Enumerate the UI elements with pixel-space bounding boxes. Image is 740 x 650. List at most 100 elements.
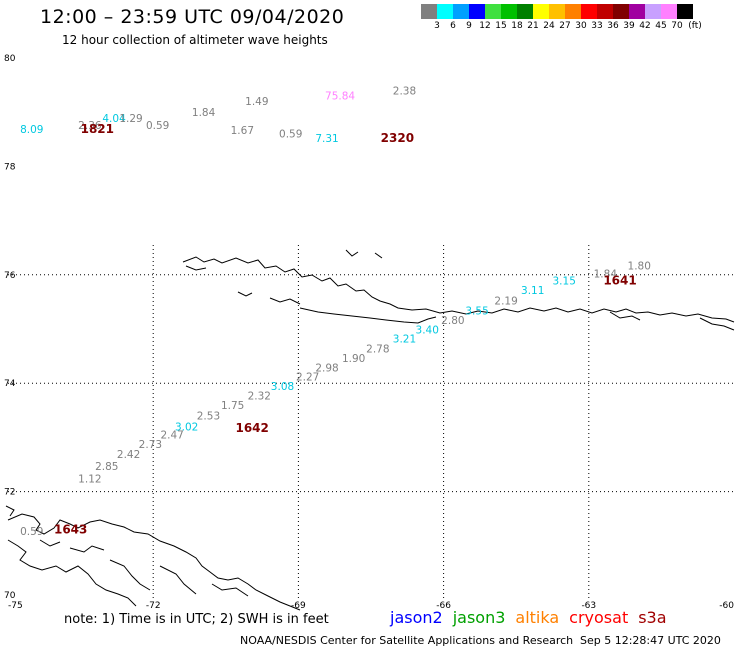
legend-label: 9 [466, 21, 472, 31]
wave-height-label: 1.80 [628, 260, 651, 272]
legend-swatch [581, 4, 597, 19]
wave-height-label: 2.19 [494, 296, 517, 308]
wave-height-label: 0.59 [279, 129, 302, 141]
legend-swatch [501, 4, 517, 19]
wave-height-label: 3.11 [521, 285, 544, 297]
wave-height-label: 1.90 [342, 353, 365, 365]
legend-label: 6 [450, 21, 456, 31]
wave-height-label: 2.78 [366, 343, 389, 355]
latitude-tick-label: 70 [4, 591, 16, 601]
satellite-legend-item: altika [515, 608, 560, 627]
pass-time-label: 1641 [603, 274, 636, 288]
greenland-coastline-lower [299, 307, 437, 324]
units-note: note: 1) Time is in UTC; 2) SWH is in fe… [64, 612, 329, 627]
legend-label: 18 [511, 21, 523, 31]
map-title: 12:00 – 23:59 UTC 09/04/2020 [40, 6, 345, 28]
legend-swatch [565, 4, 581, 19]
generation-timestamp: Sep 5 12:28:47 UTC 2020 [580, 634, 721, 647]
wave-height-readings: 8.09 4.042.36 1.29 0.59 1.84 1.67 1.49 0.59 75.8… [20, 85, 651, 538]
legend-label: 12 [479, 21, 491, 31]
latitude-tick-label: 74 [4, 379, 16, 389]
legend-swatch [597, 4, 613, 19]
legend-swatch [549, 4, 565, 19]
wave-height-label: 1.84 [192, 107, 216, 119]
legend-swatch [645, 4, 661, 19]
longitude-tick-label: -69 [291, 601, 306, 611]
legend-label: 30 [575, 21, 587, 31]
longitude-tick-label: -63 [581, 601, 596, 611]
longitude-tick-label: -66 [436, 601, 451, 611]
latitude-tick-label: 78 [4, 162, 16, 172]
legend-swatch [453, 4, 469, 19]
wave-height-label: 0.59 [20, 526, 43, 538]
baffin-island-coastline [7, 513, 301, 611]
wave-height-color-legend: 3 6 9 12 15 18 21 24 27 30 33 36 39 42 45 70 (ft) [421, 4, 702, 35]
wave-height-label: 1.84 [594, 269, 618, 281]
wave-height-label: 2.38 [393, 85, 416, 97]
coastlines [5, 249, 735, 611]
legend-swatch [613, 4, 629, 19]
legend-swatch [421, 4, 437, 19]
longitude-tick-label: -72 [146, 601, 161, 611]
satellite-legend-item: jason3 [452, 608, 506, 627]
wave-height-label: 2.36 [78, 120, 102, 132]
wave-height-label: 2.32 [248, 390, 271, 402]
satellite-legend-item: cryosat [569, 608, 629, 627]
wave-height-label: 1.12 [78, 473, 101, 485]
wave-height-label: 2.80 [441, 315, 464, 327]
legend-label: 45 [655, 21, 667, 31]
wave-height-label: 1.49 [245, 96, 268, 108]
wave-height-label: 4.04 [102, 113, 126, 125]
satellite-legend-item: jason2 [390, 608, 443, 627]
wave-height-label: 2.98 [315, 362, 338, 374]
axis-tick-labels: -75 -72 -69 -66 -63 -60 80 78 76 74 72 70 [4, 54, 734, 611]
wave-height-label: 3.21 [393, 334, 416, 346]
wave-height-label: 2.42 [117, 449, 140, 461]
legend-swatch [677, 4, 693, 19]
legend-swatch [469, 4, 485, 19]
legend-swatch [629, 4, 645, 19]
wave-height-label: 3.55 [465, 305, 488, 317]
legend-swatches [421, 4, 693, 19]
wave-height-label: 8.09 [20, 124, 43, 136]
latitude-tick-label: 80 [4, 54, 16, 64]
wave-height-label: 75.84 [325, 91, 355, 103]
wave-height-label: 1.75 [221, 400, 244, 412]
map-subtitle: 12 hour collection of altimeter wave hei… [62, 33, 328, 47]
wave-height-label: 1.67 [231, 125, 254, 137]
wave-height-label: 3.08 [271, 381, 294, 393]
legend-swatch [437, 4, 453, 19]
wave-height-label: 2.53 [197, 411, 220, 423]
legend-label: 21 [527, 21, 539, 31]
pass-time-label: 1643 [54, 522, 87, 536]
legend-swatch [517, 4, 533, 19]
legend-label: 36 [607, 21, 619, 31]
wave-height-label: 3.02 [175, 421, 198, 433]
wave-height-label: 2.27 [296, 371, 319, 383]
legend-labels: 3 6 9 12 15 18 21 24 27 30 33 36 39 42 45 70 (ft) [421, 21, 702, 35]
satellite-legend-item: s3a [638, 608, 667, 627]
satellite-pass-times: 1821 2320 1641 1642 1643 [54, 122, 637, 537]
longitude-tick-label: -75 [8, 601, 23, 611]
satellite-legend: jason2 jason3 altika cryosat s3a [390, 608, 667, 627]
wave-height-label: 3.40 [416, 324, 439, 336]
pass-time-label: 2320 [381, 131, 414, 145]
legend-label: 42 [639, 21, 651, 31]
lat-lon-grid [8, 245, 734, 600]
pass-time-label: 1821 [81, 122, 114, 136]
legend-swatch [485, 4, 501, 19]
latitude-tick-label: 72 [4, 488, 15, 498]
wave-height-label: 0.59 [146, 120, 169, 132]
latitude-tick-label: 76 [4, 271, 16, 281]
legend-label: 27 [559, 21, 571, 31]
wave-height-label: 2.47 [160, 429, 183, 441]
pass-time-label: 1642 [235, 421, 268, 435]
legend-label: 3 [434, 21, 440, 31]
legend-label: 24 [543, 21, 555, 31]
wave-height-label: 2.85 [95, 461, 118, 473]
legend-swatch [661, 4, 677, 19]
legend-unit: (ft) [688, 21, 702, 31]
wave-height-label: 7.31 [315, 133, 338, 145]
wave-height-label: 2.73 [139, 439, 162, 451]
legend-label: 70 [671, 21, 683, 31]
